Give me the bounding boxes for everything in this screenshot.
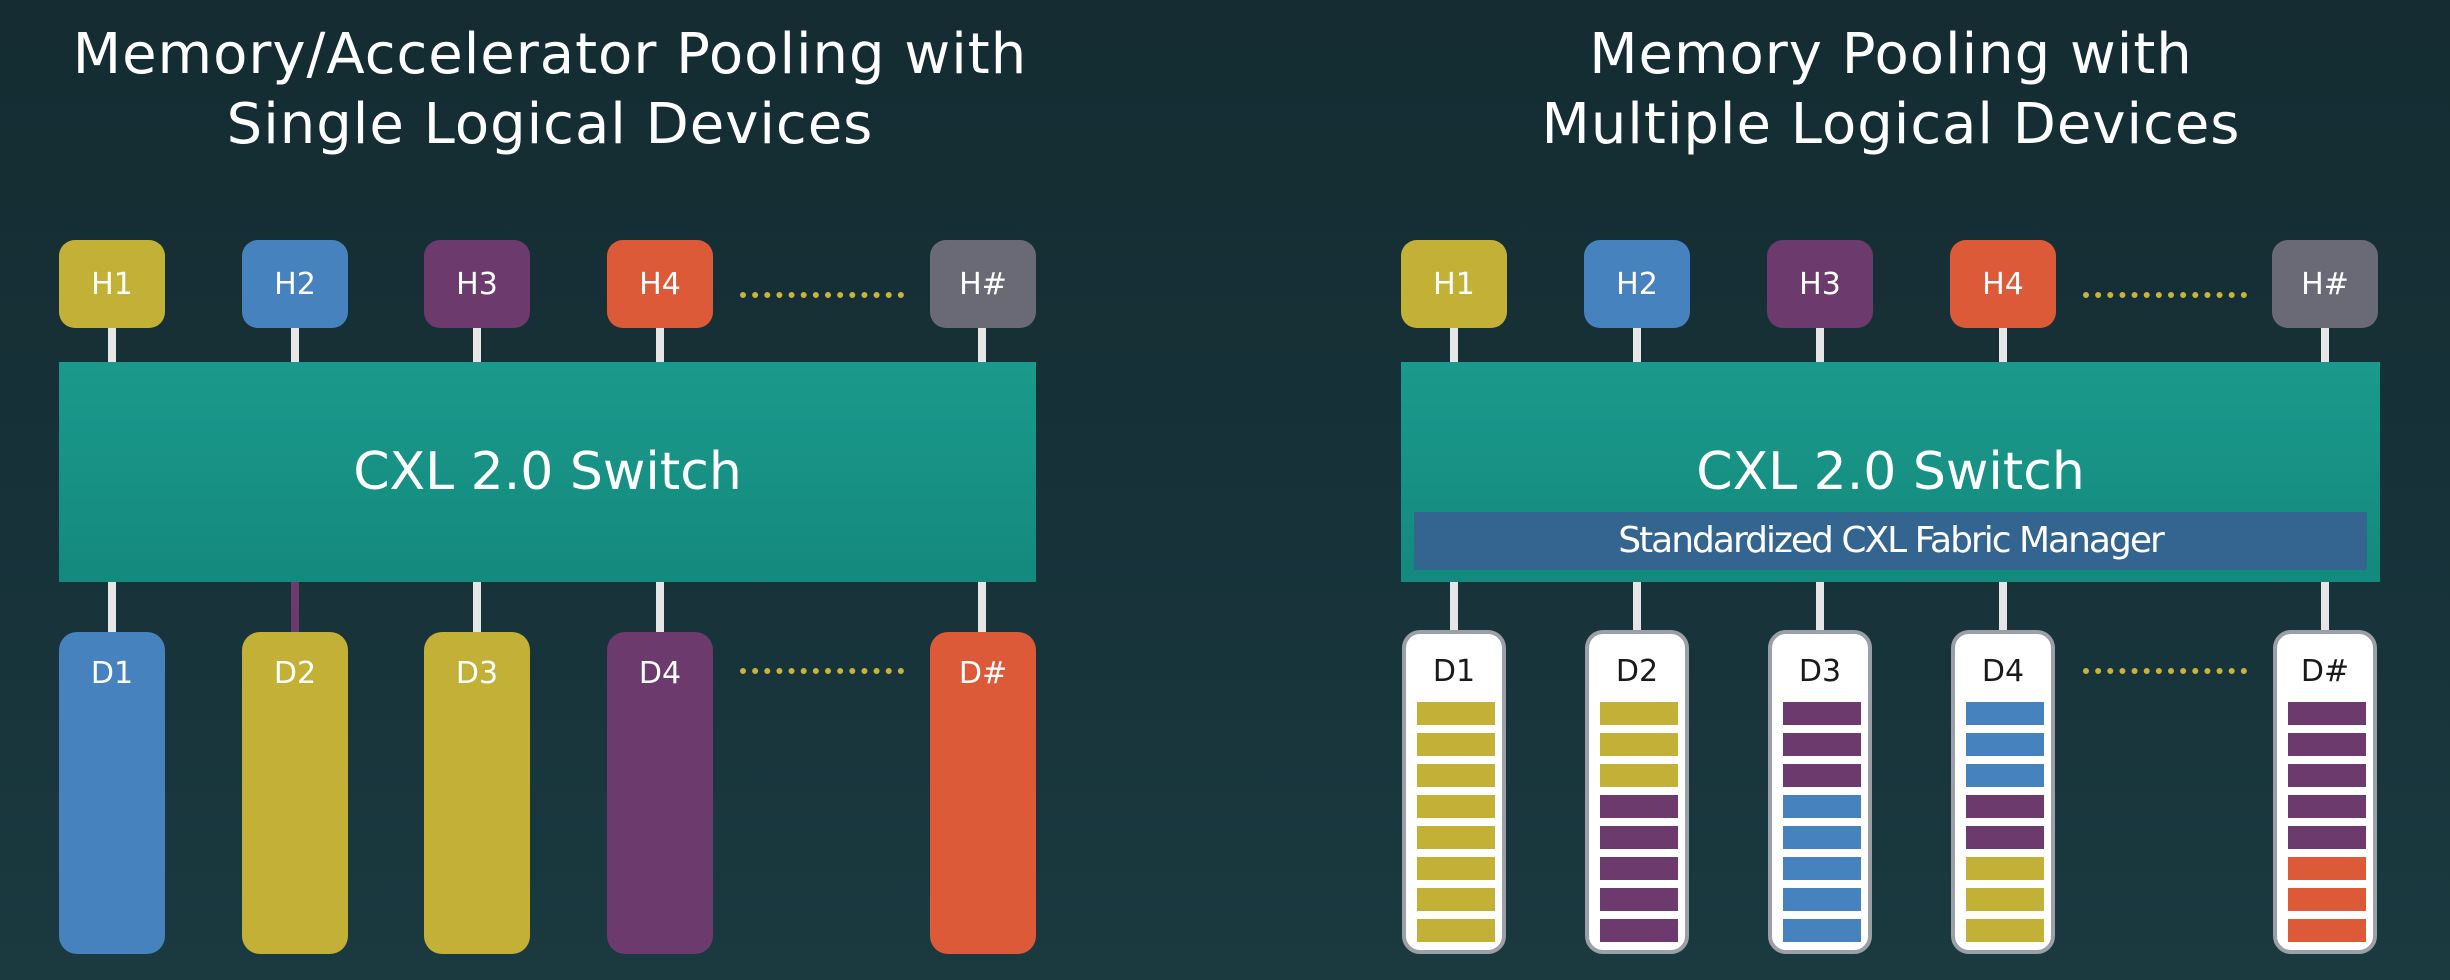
connector: [291, 328, 299, 362]
connector: [1999, 328, 2007, 362]
memory-slot: [2288, 857, 2366, 880]
left-host-h2: H2: [242, 240, 348, 328]
right-device-d1: D1: [1402, 630, 1506, 954]
memory-slot: [2288, 795, 2366, 818]
memory-slot: [1783, 857, 1861, 880]
memory-slot: [1966, 826, 2044, 849]
connector: [1816, 328, 1824, 362]
memory-slot: [1783, 733, 1861, 756]
memory-slot: [1600, 702, 1678, 725]
memory-slot: [2288, 826, 2366, 849]
connector: [473, 582, 481, 632]
fabric-manager-bar: Standardized CXL Fabric Manager: [1414, 512, 2367, 570]
memory-slot: [1600, 733, 1678, 756]
memory-slot: [2288, 733, 2366, 756]
memory-slot: [1966, 888, 2044, 911]
memory-slot: [1417, 795, 1495, 818]
right-title-line-2: Multiple Logical Devices: [1541, 92, 2241, 157]
memory-slot: [1783, 888, 1861, 911]
connector: [2321, 328, 2329, 362]
memory-slot: [1783, 764, 1861, 787]
memory-slot: [1417, 888, 1495, 911]
memory-slot: [1783, 826, 1861, 849]
right-title: Memory Pooling with Multiple Logical Dev…: [1341, 20, 2441, 160]
memory-slot: [1417, 702, 1495, 725]
left-host-hn: H#: [930, 240, 1036, 328]
connector: [108, 582, 116, 632]
memory-slot: [1966, 795, 2044, 818]
memory-slot: [2288, 919, 2366, 942]
right-host-hn: H#: [2272, 240, 2378, 328]
memory-slot: [1417, 857, 1495, 880]
memory-slot: [1600, 919, 1678, 942]
memory-slot: [1966, 919, 2044, 942]
left-device-d4: D4: [607, 632, 713, 954]
memory-slot: [2288, 702, 2366, 725]
memory-slot: [2288, 764, 2366, 787]
connector: [656, 582, 664, 632]
memory-slot: [1966, 764, 2044, 787]
left-device-d1: D1: [59, 632, 165, 954]
memory-slot: [1600, 888, 1678, 911]
connector: [1450, 582, 1458, 630]
memory-slot: [1966, 733, 2044, 756]
connector: [473, 328, 481, 362]
memory-slot: [1783, 702, 1861, 725]
memory-slot: [1600, 764, 1678, 787]
memory-slot: [1966, 857, 2044, 880]
left-host-h3: H3: [424, 240, 530, 328]
right-device-dn: D#: [2273, 630, 2377, 954]
memory-slot: [2288, 888, 2366, 911]
connector: [1450, 328, 1458, 362]
connector: [108, 328, 116, 362]
right-device-d4: D4: [1951, 630, 2055, 954]
connector: [291, 582, 299, 632]
left-cxl-switch: CXL 2.0 Switch: [59, 362, 1036, 582]
right-device-d3: D3: [1768, 630, 1872, 954]
left-device-d3: D3: [424, 632, 530, 954]
left-host-h1: H1: [59, 240, 165, 328]
memory-slot: [1783, 919, 1861, 942]
left-device-d2: D2: [242, 632, 348, 954]
connector: [2321, 582, 2329, 630]
memory-slot: [1417, 764, 1495, 787]
connector: [978, 328, 986, 362]
connector: [1999, 582, 2007, 630]
left-device-dn: D#: [930, 632, 1036, 954]
ellipsis-dots: [2083, 668, 2247, 674]
memory-slot: [1417, 919, 1495, 942]
connector: [1633, 328, 1641, 362]
memory-slot: [1600, 795, 1678, 818]
memory-slot: [1783, 795, 1861, 818]
switch-label: CXL 2.0 Switch: [1696, 442, 2085, 502]
ellipsis-dots: [740, 668, 904, 674]
connector: [978, 582, 986, 632]
ellipsis-dots: [2083, 292, 2247, 298]
right-device-d2: D2: [1585, 630, 1689, 954]
left-host-h4: H4: [607, 240, 713, 328]
memory-slot: [1600, 857, 1678, 880]
memory-slot: [1966, 702, 2044, 725]
connector: [656, 328, 664, 362]
right-host-h1: H1: [1401, 240, 1507, 328]
memory-slot: [1600, 826, 1678, 849]
left-title-line-2: Single Logical Devices: [226, 92, 874, 157]
left-title-line-1: Memory/Accelerator Pooling with: [72, 22, 1028, 87]
connector: [1816, 582, 1824, 630]
right-host-h2: H2: [1584, 240, 1690, 328]
memory-slot: [1417, 826, 1495, 849]
right-host-h4: H4: [1950, 240, 2056, 328]
right-host-h3: H3: [1767, 240, 1873, 328]
memory-slot: [1417, 733, 1495, 756]
ellipsis-dots: [740, 292, 904, 298]
right-cxl-switch: CXL 2.0 Switch Standardized CXL Fabric M…: [1401, 362, 2380, 582]
connector: [1633, 582, 1641, 630]
switch-label: CXL 2.0 Switch: [353, 442, 742, 502]
right-title-line-1: Memory Pooling with: [1589, 22, 2193, 87]
left-title: Memory/Accelerator Pooling with Single L…: [0, 20, 1100, 160]
